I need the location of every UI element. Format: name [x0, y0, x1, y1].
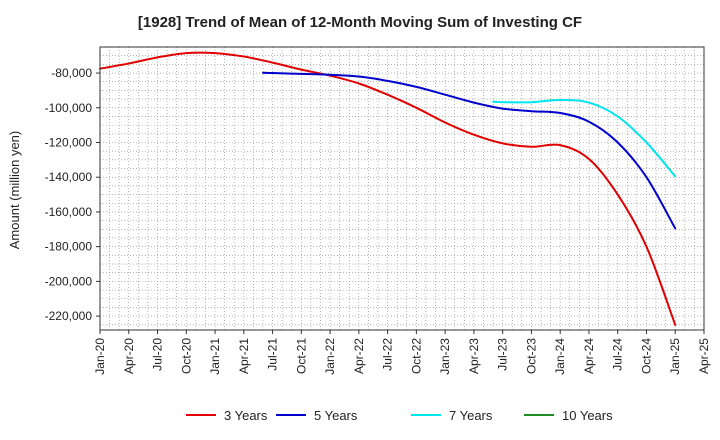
x-tick-label: Oct-24 — [639, 338, 653, 374]
x-tick-label: Jan-20 — [93, 338, 107, 375]
y-tick-label: -200,000 — [45, 274, 93, 288]
x-tick-label: Jan-22 — [323, 338, 337, 375]
x-tick-label: Oct-21 — [294, 338, 308, 374]
legend-label: 10 Years — [562, 408, 613, 423]
x-tick-label: Oct-23 — [524, 338, 538, 374]
x-tick-label: Apr-23 — [467, 338, 481, 374]
x-tick-label: Jul-21 — [266, 338, 280, 371]
x-tick-label: Apr-22 — [352, 338, 366, 374]
x-tick-label: Oct-22 — [409, 338, 423, 374]
y-axis-tick-labels: -80,000 -100,000 -120,000 -140,000 -160,000 -… — [45, 66, 100, 323]
x-tick-label: Apr-25 — [697, 338, 711, 374]
x-tick-label: Apr-20 — [122, 338, 136, 374]
legend: 3 Years 5 Years 7 Years 10 Years — [186, 408, 613, 423]
x-tick-label: Jan-24 — [553, 338, 567, 375]
legend-label: 7 Years — [449, 408, 493, 423]
x-tick-label: Jul-20 — [151, 338, 165, 371]
x-tick-label: Apr-21 — [237, 338, 251, 374]
plot-area-background — [100, 47, 704, 330]
x-tick-label: Jul-24 — [611, 338, 625, 371]
series-line-5-years — [262, 71, 677, 230]
x-tick-label: Jan-21 — [208, 338, 222, 375]
legend-label: 5 Years — [314, 408, 358, 423]
gridlines — [100, 46, 704, 330]
y-tick-label: -220,000 — [45, 309, 93, 323]
legend-label: 3 Years — [224, 408, 268, 423]
y-tick-label: -80,000 — [51, 66, 92, 80]
y-tick-label: -140,000 — [45, 170, 93, 184]
chart-title: [1928] Trend of Mean of 12-Month Moving … — [137, 14, 583, 31]
series-lines — [99, 51, 677, 326]
series-line-7-years — [492, 98, 677, 178]
x-tick-label: Jul-23 — [496, 338, 510, 371]
x-tick-label: Jan-25 — [668, 338, 682, 375]
y-tick-label: -180,000 — [45, 240, 93, 254]
x-tick-label: Apr-24 — [582, 338, 596, 374]
y-tick-label: -120,000 — [45, 135, 93, 149]
x-tick-label: Jan-23 — [438, 338, 452, 375]
x-tick-label: Jul-22 — [381, 338, 395, 371]
plot-area-border — [99, 46, 705, 331]
x-tick-label: Oct-20 — [179, 338, 193, 374]
series-line-3-years — [99, 51, 677, 326]
y-axis-title: Amount (million yen) — [7, 131, 22, 250]
y-tick-label: -160,000 — [45, 205, 93, 219]
y-tick-label: -100,000 — [45, 101, 93, 115]
x-axis-tick-labels: Jan-20 Apr-20 Jul-20 Oct-20 Jan-21 Apr-21 Jul-… — [93, 330, 711, 375]
